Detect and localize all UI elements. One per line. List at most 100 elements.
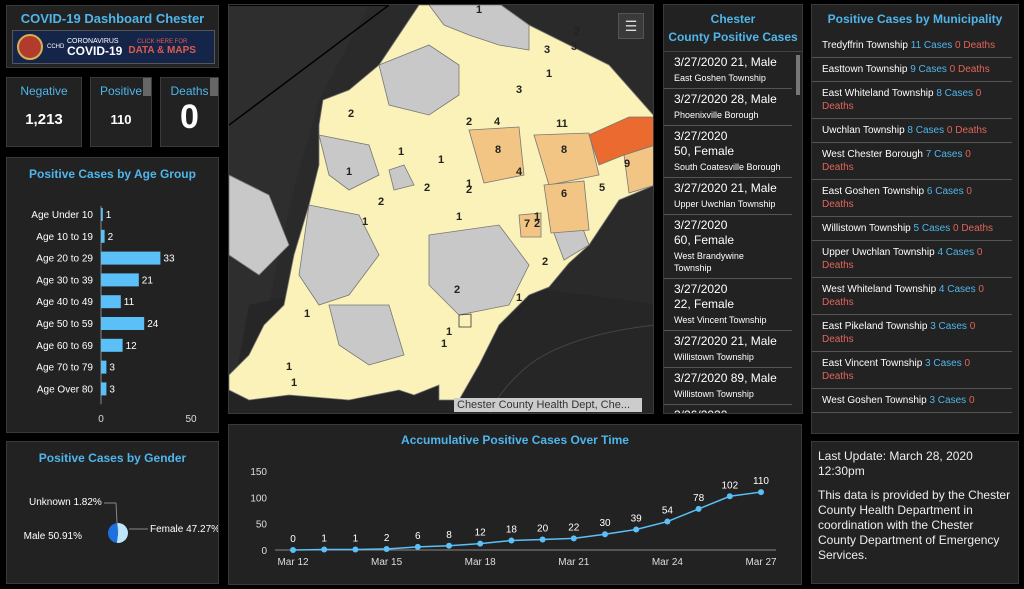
- age-category-label: Age 40 to 49: [36, 297, 93, 308]
- case-item[interactable]: 3/27/2020 89, Male Willistown Township: [664, 368, 792, 405]
- cases-list[interactable]: 3/27/2020 21, Male East Goshen Township 3/…: [664, 52, 802, 413]
- case-item[interactable]: 3/26/2020: [664, 405, 792, 413]
- dashboard-header: COVID-19 Dashboard Chester CCHD CORONAVI…: [6, 5, 219, 68]
- map-region-label: 1: [304, 308, 310, 320]
- municipality-name: Upper Uwchlan Township: [822, 247, 938, 258]
- map-region-label: 1: [291, 377, 297, 389]
- county-map[interactable]: 1 3 1 3 2 2 4 3 2 11 8 8 9 1 1 1 4 5 1 2 2 6 7 1 1 2 1 2 2 2 1 1 1 1 1 1 ☰ …: [228, 4, 654, 414]
- gender-label-male: Male 50.91%: [24, 531, 82, 542]
- case-item[interactable]: 3/27/2020 21, Male East Goshen Township: [664, 52, 792, 89]
- map-region-label: 3: [544, 44, 550, 56]
- map-region-label: 1: [362, 216, 368, 228]
- legend-list-icon[interactable]: ☰: [618, 13, 644, 39]
- line-x-tick: Mar 24: [652, 557, 684, 568]
- map-region-label: 1: [438, 154, 444, 166]
- municipality-item[interactable]: Uwchlan Township 8 Cases 0 Deaths: [812, 119, 1012, 143]
- age-bar: [101, 338, 123, 352]
- gender-pie-slice: [117, 523, 119, 533]
- age-chart-title: Positive Cases by Age Group: [29, 167, 196, 181]
- age-bar: [101, 382, 107, 396]
- municipality-item[interactable]: East Whiteland Township 8 Cases 0 Deaths: [812, 82, 1012, 119]
- case-date-detail: 3/27/2020 21, Male: [674, 181, 777, 195]
- age-bar-value: 33: [163, 254, 175, 265]
- data-point: [633, 526, 640, 533]
- data-label: 102: [721, 480, 738, 491]
- municipality-deaths: 0 Deaths: [822, 186, 972, 210]
- banner-cta[interactable]: CLICK HERE FOR DATA & MAPS: [128, 38, 196, 56]
- case-date-detail: 3/27/2020 22, Female: [674, 282, 735, 311]
- case-date-detail: 3/27/2020 21, Male: [674, 334, 777, 348]
- municipality-item[interactable]: East Goshen Township 6 Cases 0 Deaths: [812, 180, 1012, 217]
- municipality-item[interactable]: West Chester Borough 7 Cases 0 Deaths: [812, 143, 1012, 180]
- line-y-tick: 50: [256, 520, 268, 531]
- map-region-label: 1: [534, 211, 540, 223]
- data-source-note: This data is provided by the Chester Cou…: [818, 488, 1011, 562]
- municipality-item[interactable]: Upper Uwchlan Township 4 Cases 0 Deaths: [812, 241, 1012, 278]
- positive-cases-list-panel: Chester County Positive Cases 3/27/2020 2…: [663, 4, 803, 414]
- municipality-item[interactable]: West Whiteland Township 4 Cases 0 Deaths: [812, 278, 1012, 315]
- age-bar-value: 1: [106, 210, 112, 221]
- municipality-item[interactable]: East Vincent Township 3 Cases 0 Deaths: [812, 352, 1012, 389]
- data-point: [414, 543, 421, 550]
- case-item[interactable]: 3/27/2020 50, Female South Coatesville Bo…: [664, 126, 792, 178]
- municipality-item[interactable]: East Pikeland Township 3 Cases 0 Deaths: [812, 315, 1012, 352]
- data-point: [446, 542, 452, 549]
- municipality-cases: 3 Cases: [930, 321, 970, 332]
- map-region-label: 4: [516, 166, 523, 178]
- data-point: [570, 535, 577, 542]
- data-point: [695, 505, 702, 512]
- data-maps-banner[interactable]: CCHD CORONAVIRUS COVID-19 CLICK HERE FOR D…: [12, 30, 215, 64]
- cumulative-line: [292, 491, 762, 551]
- municipality-item[interactable]: Tredyffrin Township 11 Cases 0 Deaths: [812, 34, 1012, 58]
- map-region-label: 2: [542, 256, 548, 268]
- age-bar: [101, 360, 107, 374]
- municipality-name: East Goshen Township: [822, 186, 927, 197]
- municipality-deaths: 0 Deaths: [822, 358, 971, 382]
- case-item[interactable]: 3/27/2020 21, Male Willistown Township: [664, 331, 792, 368]
- map-region-label: 9: [624, 158, 630, 170]
- case-location: West Brandywine Township: [674, 251, 744, 273]
- data-point: [352, 546, 359, 553]
- map-attribution[interactable]: Chester County Health Dept, Che...: [454, 398, 642, 412]
- municipality-item[interactable]: West Goshen Township 3 Cases 0: [812, 389, 1012, 413]
- case-item[interactable]: 3/27/2020 22, Female West Vincent Townshi…: [664, 279, 792, 331]
- map-region-label: 1: [516, 292, 522, 304]
- data-point: [726, 493, 733, 500]
- age-bar: [101, 295, 121, 309]
- map-region-label: 1: [441, 338, 447, 350]
- age-bar: [101, 317, 145, 330]
- map-region-label: 3: [571, 41, 577, 53]
- age-group-chart-panel: Positive Cases by Age Group Age Under 10…: [6, 157, 219, 433]
- age-category-label: Age 30 to 39: [36, 275, 93, 286]
- data-label: 0: [290, 534, 296, 545]
- municipality-name: East Vincent Township: [822, 358, 926, 369]
- case-item[interactable]: 3/27/2020 21, Male Upper Uwchlan Township: [664, 178, 792, 215]
- age-bar: [101, 273, 139, 287]
- case-item[interactable]: 3/27/2020 28, Male Phoenixville Borough: [664, 89, 792, 126]
- deaths-indicator: Deaths 0: [160, 77, 219, 147]
- municipality-name: Easttown Township: [822, 64, 911, 75]
- municipality-list[interactable]: Tredyffrin Township 11 Cases 0 Deaths Eas…: [812, 34, 1018, 413]
- data-label: 78: [693, 493, 705, 504]
- case-item[interactable]: 3/27/2020 60, Female West Brandywine Town…: [664, 215, 792, 279]
- municipality-name: West Chester Borough: [822, 149, 926, 160]
- dashboard-title: COVID-19 Dashboard Chester: [20, 11, 205, 26]
- data-label: 39: [631, 513, 643, 524]
- cases-scrollbar[interactable]: [796, 55, 800, 95]
- case-date-detail: 3/27/2020 89, Male: [674, 371, 777, 385]
- data-label: 6: [415, 531, 421, 542]
- gender-label-unknown: Unknown 1.82%: [29, 497, 102, 508]
- municipality-deaths: 0 Deaths: [822, 321, 976, 345]
- data-label: 12: [475, 528, 487, 539]
- municipality-item[interactable]: Easttown Township 9 Cases 0 Deaths: [812, 58, 1012, 82]
- municipality-cases: 11 Cases: [910, 40, 956, 51]
- map-region-label: 6: [561, 188, 567, 200]
- municipality-cases: 8 Cases: [907, 125, 947, 136]
- data-label: 8: [446, 530, 452, 541]
- case-location: Willistown Township: [674, 389, 754, 399]
- municipality-item[interactable]: Willistown Township 5 Cases 0 Deaths: [812, 217, 1012, 241]
- line-y-tick: 150: [250, 467, 267, 478]
- municipality-cases: 3 Cases: [929, 395, 969, 406]
